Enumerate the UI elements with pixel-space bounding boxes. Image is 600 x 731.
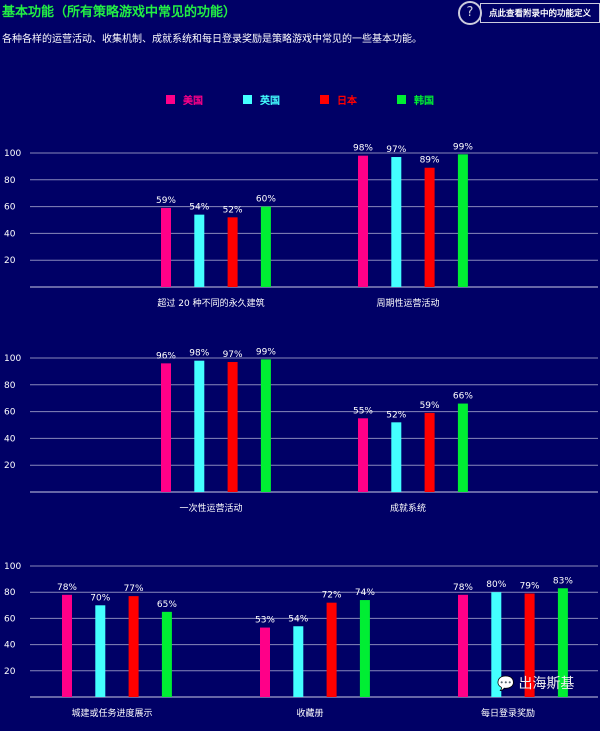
bar xyxy=(457,403,468,492)
y-tick-label: 80 xyxy=(4,588,16,598)
data-label: 66% xyxy=(453,392,473,402)
bar xyxy=(457,154,468,287)
data-label: 97% xyxy=(386,145,406,155)
bar xyxy=(260,359,271,492)
question-cursor-icon: ? xyxy=(458,1,482,25)
data-label: 99% xyxy=(453,142,473,152)
bar xyxy=(161,207,171,287)
y-tick-label: 20 xyxy=(4,667,16,677)
bar xyxy=(260,206,271,287)
data-label: 70% xyxy=(90,593,110,603)
legend-swatch xyxy=(397,95,406,104)
bar xyxy=(458,594,468,697)
y-tick-label: 40 xyxy=(4,434,16,444)
bar xyxy=(161,611,172,697)
legend-item: 日本 xyxy=(320,92,357,107)
legend-label: 英国 xyxy=(260,96,280,107)
watermark-text: 出海斯基 xyxy=(518,676,575,692)
y-tick-label: 80 xyxy=(4,176,16,186)
bar xyxy=(62,594,72,697)
data-label: 53% xyxy=(255,616,275,626)
data-label: 72% xyxy=(322,591,342,601)
y-tick-label: 60 xyxy=(4,203,16,213)
bar xyxy=(524,593,535,697)
bar xyxy=(194,360,205,492)
page-title: 基本功能（所有策略游戏中常见的功能） xyxy=(2,5,237,20)
y-tick-label: 100 xyxy=(4,149,21,159)
y-tick-label: 60 xyxy=(4,408,16,418)
data-label: 52% xyxy=(223,205,243,215)
data-label: 99% xyxy=(256,347,276,357)
bar xyxy=(260,627,270,697)
category-label: 一次性运营活动 xyxy=(179,502,242,514)
watermark: 💬 出海斯基 xyxy=(497,675,574,693)
data-label: 79% xyxy=(520,582,540,592)
wechat-icon: 💬 xyxy=(497,676,515,692)
legend-item: 韩国 xyxy=(397,92,434,107)
data-label: 59% xyxy=(420,401,440,411)
bar xyxy=(161,363,171,492)
bar xyxy=(293,626,304,697)
category-label: 超过 20 种不同的永久建筑 xyxy=(157,297,264,309)
bar xyxy=(358,155,368,287)
category-label: 每日登录奖励 xyxy=(481,707,535,719)
y-tick-label: 100 xyxy=(4,354,21,364)
data-label: 83% xyxy=(553,576,573,586)
data-label: 55% xyxy=(353,406,373,416)
data-label: 54% xyxy=(288,614,308,624)
data-label: 65% xyxy=(157,600,177,610)
data-label: 97% xyxy=(223,350,243,360)
data-label: 96% xyxy=(156,351,176,361)
data-label: 77% xyxy=(124,584,144,594)
legend-item: 美国 xyxy=(166,92,203,107)
bar xyxy=(358,418,368,492)
legend-swatch xyxy=(320,95,329,104)
data-label: 80% xyxy=(486,580,506,590)
page-subtitle: 各种各样的运营活动、收集机制、成就系统和每日登录奖励是策略游戏中常见的一些基本功… xyxy=(2,34,422,45)
data-label: 54% xyxy=(189,203,209,213)
y-tick-label: 40 xyxy=(4,229,16,239)
legend-label: 美国 xyxy=(183,96,203,107)
y-tick-label: 40 xyxy=(4,641,16,651)
legend: 美国 英国 日本 韩国 xyxy=(0,92,600,107)
legend-swatch xyxy=(166,95,175,104)
bar xyxy=(359,600,370,697)
legend-swatch xyxy=(243,95,252,104)
bar xyxy=(95,605,106,697)
bar xyxy=(491,592,502,697)
y-tick-label: 80 xyxy=(4,381,16,391)
category-label: 周期性运营活动 xyxy=(376,297,439,309)
bar xyxy=(227,217,238,287)
bar xyxy=(424,412,435,492)
bar xyxy=(326,602,337,697)
data-label: 74% xyxy=(355,588,375,598)
legend-label: 日本 xyxy=(337,96,357,107)
data-label: 59% xyxy=(156,196,176,206)
y-tick-label: 20 xyxy=(4,256,16,266)
bar xyxy=(424,167,435,287)
bar xyxy=(194,214,205,287)
legend-label: 韩国 xyxy=(414,96,434,107)
data-label: 78% xyxy=(453,583,473,593)
y-tick-label: 20 xyxy=(4,461,16,471)
bar xyxy=(557,588,568,697)
bar xyxy=(128,596,139,697)
category-label: 成就系统 xyxy=(390,502,426,514)
data-label: 60% xyxy=(256,195,276,205)
data-label: 78% xyxy=(57,583,77,593)
bar xyxy=(227,362,238,492)
bar xyxy=(391,422,402,492)
y-tick-label: 100 xyxy=(4,562,21,572)
legend-item: 英国 xyxy=(243,92,280,107)
bar xyxy=(391,157,402,287)
data-label: 98% xyxy=(189,349,209,359)
data-label: 98% xyxy=(353,144,373,154)
y-tick-label: 60 xyxy=(4,614,16,624)
data-label: 89% xyxy=(420,156,440,166)
data-label: 52% xyxy=(386,410,406,420)
category-label: 收藏册 xyxy=(296,707,323,719)
category-label: 城建或任务进度展示 xyxy=(71,707,152,719)
